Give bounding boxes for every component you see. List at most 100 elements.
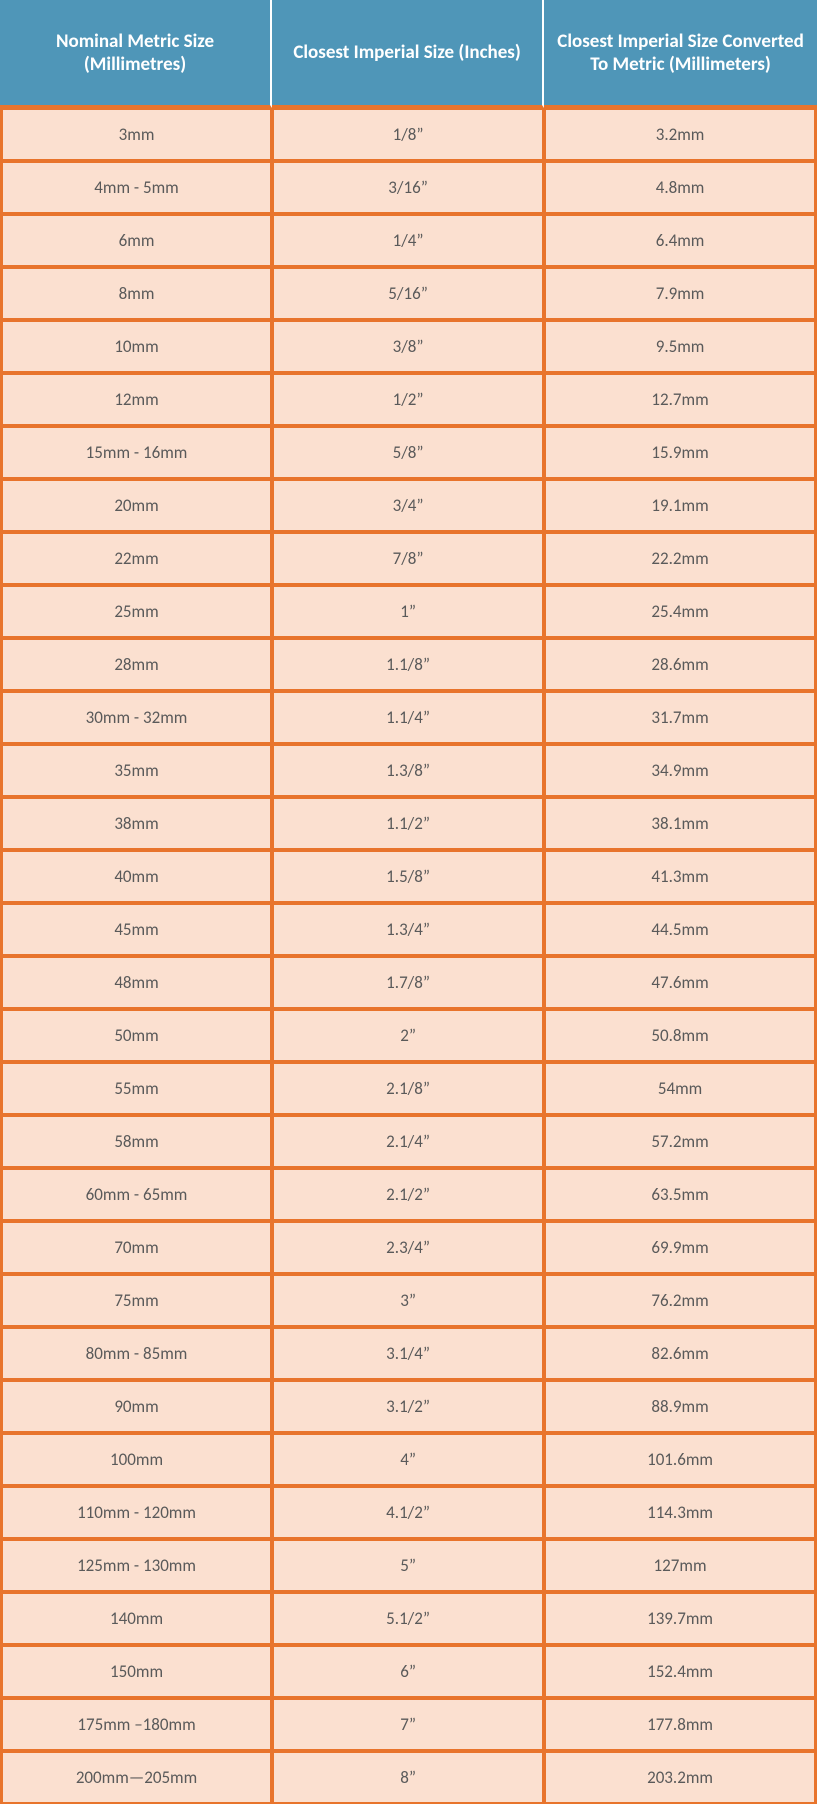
table-cell: 100mm — [0, 1433, 272, 1486]
table-cell: 1.5/8” — [272, 850, 544, 903]
table-cell: 203.2mm — [544, 1751, 817, 1804]
table-cell: 63.5mm — [544, 1168, 817, 1221]
table-cell: 1.3/4” — [272, 903, 544, 956]
table-cell: 6” — [272, 1645, 544, 1698]
table-cell: 5” — [272, 1539, 544, 1592]
table-cell: 80mm - 85mm — [0, 1327, 272, 1380]
table-row: 125mm - 130mm5”127mm — [0, 1539, 817, 1592]
table-row: 60mm - 65mm2.1/2”63.5mm — [0, 1168, 817, 1221]
table-cell: 15mm - 16mm — [0, 426, 272, 479]
header-imperial-size: Closest Imperial Size (Inches) — [272, 0, 544, 108]
table-row: 6mm1/4”6.4mm — [0, 214, 817, 267]
table-row: 150mm6”152.4mm — [0, 1645, 817, 1698]
table-row: 48mm1.7/8”47.6mm — [0, 956, 817, 1009]
table-cell: 8mm — [0, 267, 272, 320]
table-cell: 28mm — [0, 638, 272, 691]
table-cell: 50mm — [0, 1009, 272, 1062]
table-cell: 6mm — [0, 214, 272, 267]
table-cell: 4.1/2” — [272, 1486, 544, 1539]
table-cell: 7/8” — [272, 532, 544, 585]
table-cell: 22mm — [0, 532, 272, 585]
table-row: 50mm2”50.8mm — [0, 1009, 817, 1062]
table-cell: 175mm –180mm — [0, 1698, 272, 1751]
table-cell: 2.1/2” — [272, 1168, 544, 1221]
header-metric-size: Nominal Metric Size (Millimetres) — [0, 0, 272, 108]
table-cell: 58mm — [0, 1115, 272, 1168]
table-cell: 150mm — [0, 1645, 272, 1698]
table-cell: 1.1/4” — [272, 691, 544, 744]
size-conversion-table: Nominal Metric Size (Millimetres) Closes… — [0, 0, 817, 1804]
table-cell: 1/4” — [272, 214, 544, 267]
conversion-table: Nominal Metric Size (Millimetres) Closes… — [0, 0, 817, 1804]
table-cell: 19.1mm — [544, 479, 817, 532]
table-cell: 4” — [272, 1433, 544, 1486]
table-cell: 20mm — [0, 479, 272, 532]
table-cell: 25mm — [0, 585, 272, 638]
table-cell: 2” — [272, 1009, 544, 1062]
table-cell: 3” — [272, 1274, 544, 1327]
table-cell: 69.9mm — [544, 1221, 817, 1274]
table-header: Nominal Metric Size (Millimetres) Closes… — [0, 0, 817, 108]
table-cell: 3/16” — [272, 161, 544, 214]
table-cell: 34.9mm — [544, 744, 817, 797]
table-cell: 3mm — [0, 108, 272, 161]
table-cell: 127mm — [544, 1539, 817, 1592]
table-cell: 6.4mm — [544, 214, 817, 267]
table-cell: 1/8” — [272, 108, 544, 161]
table-cell: 3/8” — [272, 320, 544, 373]
table-cell: 140mm — [0, 1592, 272, 1645]
table-cell: 40mm — [0, 850, 272, 903]
table-cell: 90mm — [0, 1380, 272, 1433]
table-cell: 1.1/2” — [272, 797, 544, 850]
table-cell: 5/8” — [272, 426, 544, 479]
table-cell: 15.9mm — [544, 426, 817, 479]
table-cell: 76.2mm — [544, 1274, 817, 1327]
table-cell: 177.8mm — [544, 1698, 817, 1751]
table-row: 3mm1/8”3.2mm — [0, 108, 817, 161]
table-cell: 45mm — [0, 903, 272, 956]
table-cell: 3.1/4” — [272, 1327, 544, 1380]
table-cell: 110mm - 120mm — [0, 1486, 272, 1539]
table-cell: 101.6mm — [544, 1433, 817, 1486]
table-row: 22mm7/8”22.2mm — [0, 532, 817, 585]
table-cell: 5.1/2” — [272, 1592, 544, 1645]
table-cell: 22.2mm — [544, 532, 817, 585]
table-row: 100mm4”101.6mm — [0, 1433, 817, 1486]
table-cell: 114.3mm — [544, 1486, 817, 1539]
table-cell: 57.2mm — [544, 1115, 817, 1168]
table-cell: 3.1/2” — [272, 1380, 544, 1433]
table-cell: 1.3/8” — [272, 744, 544, 797]
table-cell: 31.7mm — [544, 691, 817, 744]
table-row: 45mm1.3/4”44.5mm — [0, 903, 817, 956]
table-row: 90mm3.1/2”88.9mm — [0, 1380, 817, 1433]
table-row: 28mm1.1/8”28.6mm — [0, 638, 817, 691]
table-cell: 47.6mm — [544, 956, 817, 1009]
table-cell: 125mm - 130mm — [0, 1539, 272, 1592]
table-cell: 25.4mm — [544, 585, 817, 638]
table-cell: 7” — [272, 1698, 544, 1751]
table-row: 58mm2.1/4”57.2mm — [0, 1115, 817, 1168]
table-cell: 48mm — [0, 956, 272, 1009]
table-cell: 50.8mm — [544, 1009, 817, 1062]
table-cell: 152.4mm — [544, 1645, 817, 1698]
table-cell: 7.9mm — [544, 267, 817, 320]
table-cell: 38.1mm — [544, 797, 817, 850]
table-cell: 3/4” — [272, 479, 544, 532]
header-row: Nominal Metric Size (Millimetres) Closes… — [0, 0, 817, 108]
table-row: 30mm - 32mm1.1/4”31.7mm — [0, 691, 817, 744]
table-row: 80mm - 85mm3.1/4”82.6mm — [0, 1327, 817, 1380]
table-cell: 88.9mm — [544, 1380, 817, 1433]
table-row: 70mm2.3/4”69.9mm — [0, 1221, 817, 1274]
table-cell: 1” — [272, 585, 544, 638]
table-cell: 60mm - 65mm — [0, 1168, 272, 1221]
table-cell: 1.7/8” — [272, 956, 544, 1009]
table-cell: 35mm — [0, 744, 272, 797]
table-cell: 139.7mm — [544, 1592, 817, 1645]
table-cell: 4mm - 5mm — [0, 161, 272, 214]
table-cell: 38mm — [0, 797, 272, 850]
table-cell: 5/16” — [272, 267, 544, 320]
table-row: 20mm3/4”19.1mm — [0, 479, 817, 532]
table-cell: 2.1/4” — [272, 1115, 544, 1168]
table-cell: 12mm — [0, 373, 272, 426]
table-cell: 2.3/4” — [272, 1221, 544, 1274]
